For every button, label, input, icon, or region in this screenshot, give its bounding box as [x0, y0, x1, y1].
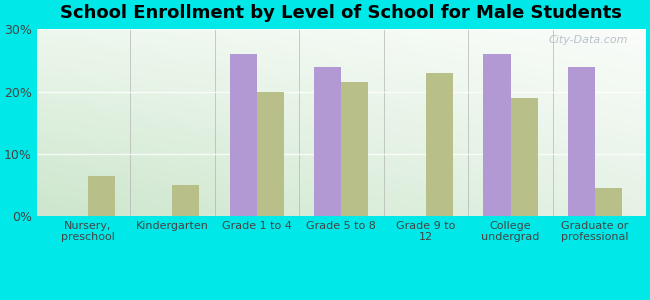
Bar	[510, 98, 538, 216]
Bar	[341, 82, 369, 216]
Bar	[568, 67, 595, 216]
Bar	[426, 73, 453, 216]
Bar	[229, 54, 257, 216]
Bar	[88, 176, 114, 216]
Legend: Hillsboro Beach, Florida: Hillsboro Beach, Florida	[218, 295, 465, 300]
Bar	[257, 92, 284, 216]
Title: School Enrollment by Level of School for Male Students: School Enrollment by Level of School for…	[60, 4, 622, 22]
Bar	[595, 188, 622, 216]
Bar	[172, 185, 200, 216]
Text: City-Data.com: City-Data.com	[548, 35, 627, 45]
Bar	[484, 54, 510, 216]
Bar	[315, 67, 341, 216]
